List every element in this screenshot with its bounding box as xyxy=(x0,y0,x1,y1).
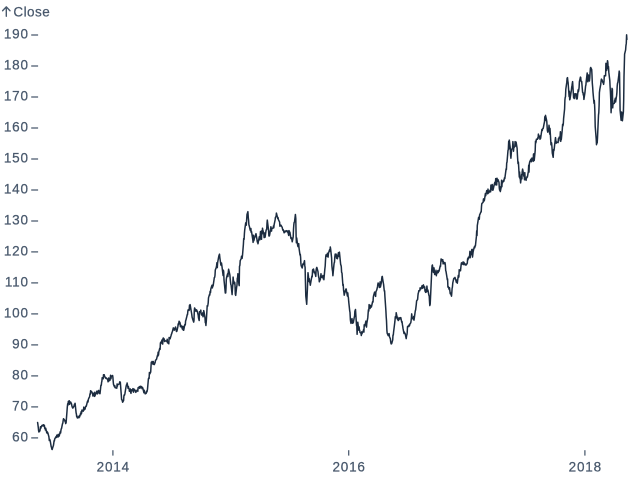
svg-text:160: 160 xyxy=(4,120,29,135)
svg-text:2016: 2016 xyxy=(332,460,365,475)
svg-text:60: 60 xyxy=(12,430,29,445)
svg-text:150: 150 xyxy=(4,151,29,166)
svg-text:Close: Close xyxy=(13,4,50,19)
svg-text:2014: 2014 xyxy=(97,460,130,475)
svg-text:2018: 2018 xyxy=(569,460,602,475)
svg-text:130: 130 xyxy=(4,213,29,228)
svg-text:190: 190 xyxy=(4,27,29,42)
svg-text:70: 70 xyxy=(12,399,29,414)
svg-text:120: 120 xyxy=(4,244,29,259)
svg-text:140: 140 xyxy=(4,182,29,197)
svg-text:90: 90 xyxy=(12,337,29,352)
svg-text:170: 170 xyxy=(4,89,29,104)
svg-text:180: 180 xyxy=(4,58,29,73)
svg-text:100: 100 xyxy=(4,306,29,321)
svg-text:80: 80 xyxy=(12,368,29,383)
svg-text:110: 110 xyxy=(5,275,29,290)
